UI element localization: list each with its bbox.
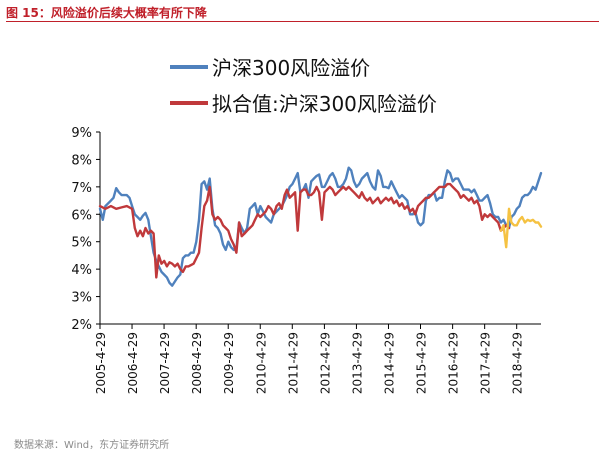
source-note: 数据来源：Wind，东方证券研究所 [14,440,170,451]
series-line-actual [98,166,543,287]
x-tick-label: 2014-4-29 [382,332,396,394]
y-tick-label: 2% [71,318,92,333]
x-tick-label: 2009-4-29 [222,332,236,394]
x-tick-label: 2006-4-29 [126,332,140,394]
y-tick-label: 8% [71,153,92,168]
x-tick-label: 2017-4-29 [479,332,493,394]
x-tick-label: 2015-4-29 [415,332,429,394]
series-line-projection [499,207,543,249]
y-tick-label: 6% [71,208,92,223]
x-tick-label: 2018-4-29 [511,332,525,394]
x-tick-label: 2008-4-29 [190,332,204,394]
title-rule [6,21,599,22]
y-tick-label: 9% [71,126,92,141]
legend-label-actual: 沪深300风险溢价 [212,56,370,80]
x-tick-label: 2012-4-29 [318,332,332,394]
x-tick-label: 2010-4-29 [254,332,268,394]
series-line-fitted [98,182,511,279]
legend: 沪深300风险溢价 拟合值:沪深300风险溢价 [170,56,437,116]
y-tick-label: 7% [71,181,92,196]
y-tick-label: 3% [71,291,92,306]
y-tick-label: 5% [71,236,92,251]
x-tick-label: 2007-4-29 [158,332,172,394]
x-tick-label: 2016-4-29 [447,332,461,394]
x-tick-label: 2011-4-29 [286,332,300,394]
x-tick-label: 2013-4-29 [350,332,364,394]
series-lines [98,166,543,287]
legend-label-fitted: 拟合值:沪深300风险溢价 [212,92,437,116]
y-tick-label: 4% [71,263,92,278]
axes: 2% 3% 4% 5% 6% 7% 8% 9% 2005-4-29 2006-4-29 2007-4… [71,126,541,394]
figure-title: 图 15：风险溢价后续大概率有所下降 [6,6,207,20]
x-tick-label: 2005-4-29 [94,332,108,394]
